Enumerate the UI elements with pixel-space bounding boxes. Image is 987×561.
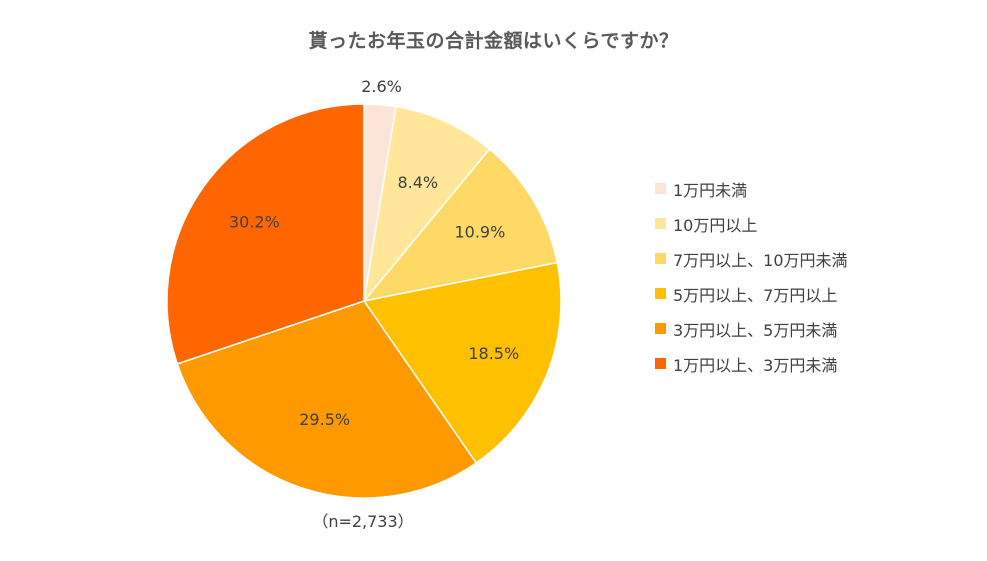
pie-slice-4	[362, 261, 562, 464]
legend-swatch-2	[655, 218, 666, 229]
slice-value-label-4: 18.5%	[468, 344, 519, 363]
legend-swatch-6	[655, 358, 666, 369]
legend-swatch-4	[655, 288, 666, 299]
legend-label-4: 5万円以上、7万円以上	[673, 285, 838, 305]
legend-label-6: 1万円以上、3万円未満	[673, 355, 838, 375]
slice-value-label-6: 30.2%	[229, 213, 280, 232]
pie-slices	[166, 103, 562, 499]
legend-item-2: 10万円以上	[655, 206, 848, 241]
legend-label-3: 7万円以上、10万円未満	[673, 250, 848, 270]
legend-item-1: 1万円未満	[655, 171, 848, 206]
slice-value-label-3: 10.9%	[454, 222, 505, 241]
legend-swatch-1	[655, 183, 666, 194]
pie-slice-5	[176, 300, 478, 499]
chart-title: 貰ったお年玉の合計金額はいくらですか？	[308, 30, 679, 52]
legend-label-2: 10万円以上	[673, 215, 758, 235]
legend-item-6: 1万円以上、3万円未満	[655, 346, 848, 381]
slice-value-label-5: 29.5%	[299, 410, 350, 429]
legend-swatch-3	[655, 253, 666, 264]
legend: 1万円未満 10万円以上 7万円以上、10万円未満 5万円以上、7万円以上 3万円以上、…	[655, 171, 848, 381]
pie-slice-2	[362, 105, 491, 304]
legend-swatch-5	[655, 323, 666, 334]
pie-slice-3	[362, 148, 559, 303]
slice-value-label-2: 8.4%	[397, 173, 438, 192]
legend-label-5: 3万円以上、5万円未満	[673, 320, 838, 340]
legend-item-4: 5万円以上、7万円以上	[655, 276, 848, 311]
sample-size-note: （n=2,733）	[312, 512, 414, 531]
legend-item-5: 3万円以上、5万円未満	[655, 311, 848, 346]
slice-value-label-1: 2.6%	[361, 77, 402, 96]
pie-slice-6	[166, 103, 365, 365]
pie-value-labels: 2.6% 8.4% 10.9% 18.5% 29.5% 30.2%	[229, 77, 519, 429]
legend-item-3: 7万円以上、10万円未満	[655, 241, 848, 276]
legend-label-1: 1万円未満	[673, 180, 748, 200]
